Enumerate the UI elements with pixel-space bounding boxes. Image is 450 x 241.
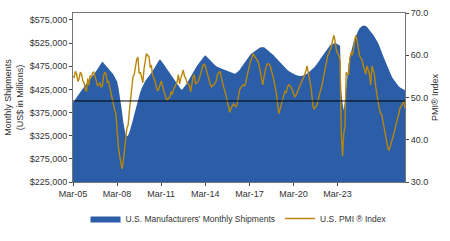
svg-text:$225,000: $225,000 [30,177,68,187]
svg-text:U.S. Manufacturers' Monthly Sh: U.S. Manufacturers' Monthly Shipments [126,214,276,224]
svg-text:Mar-17: Mar-17 [235,189,264,199]
svg-text:$425,000: $425,000 [30,85,68,95]
svg-text:50.0: 50.0 [411,93,429,103]
svg-text:30.0: 30.0 [411,177,429,187]
svg-text:$575,000: $575,000 [30,15,68,25]
svg-text:70.0: 70.0 [411,8,429,18]
svg-text:$525,000: $525,000 [30,38,68,48]
svg-text:Mar-05: Mar-05 [59,189,88,199]
svg-text:U.S. PMI ® Index: U.S. PMI ® Index [320,214,387,224]
svg-text:$275,000: $275,000 [30,154,68,164]
svg-text:PMI® Index: PMI® Index [430,73,440,121]
svg-text:Mar-14: Mar-14 [191,189,220,199]
svg-text:Monthly Shipments(US$ in Milli: Monthly Shipments(US$ in Millions) [3,59,25,136]
svg-text:Mar-11: Mar-11 [147,189,175,199]
svg-text:$325,000: $325,000 [30,131,68,141]
svg-text:$375,000: $375,000 [30,108,68,118]
svg-text:Mar-08: Mar-08 [103,189,132,199]
svg-text:40.0: 40.0 [411,135,429,145]
svg-text:Mar-23: Mar-23 [323,189,352,199]
svg-text:60.0: 60.0 [411,50,429,60]
svg-text:$475,000: $475,000 [30,61,68,71]
svg-text:Mar-20: Mar-20 [279,189,308,199]
